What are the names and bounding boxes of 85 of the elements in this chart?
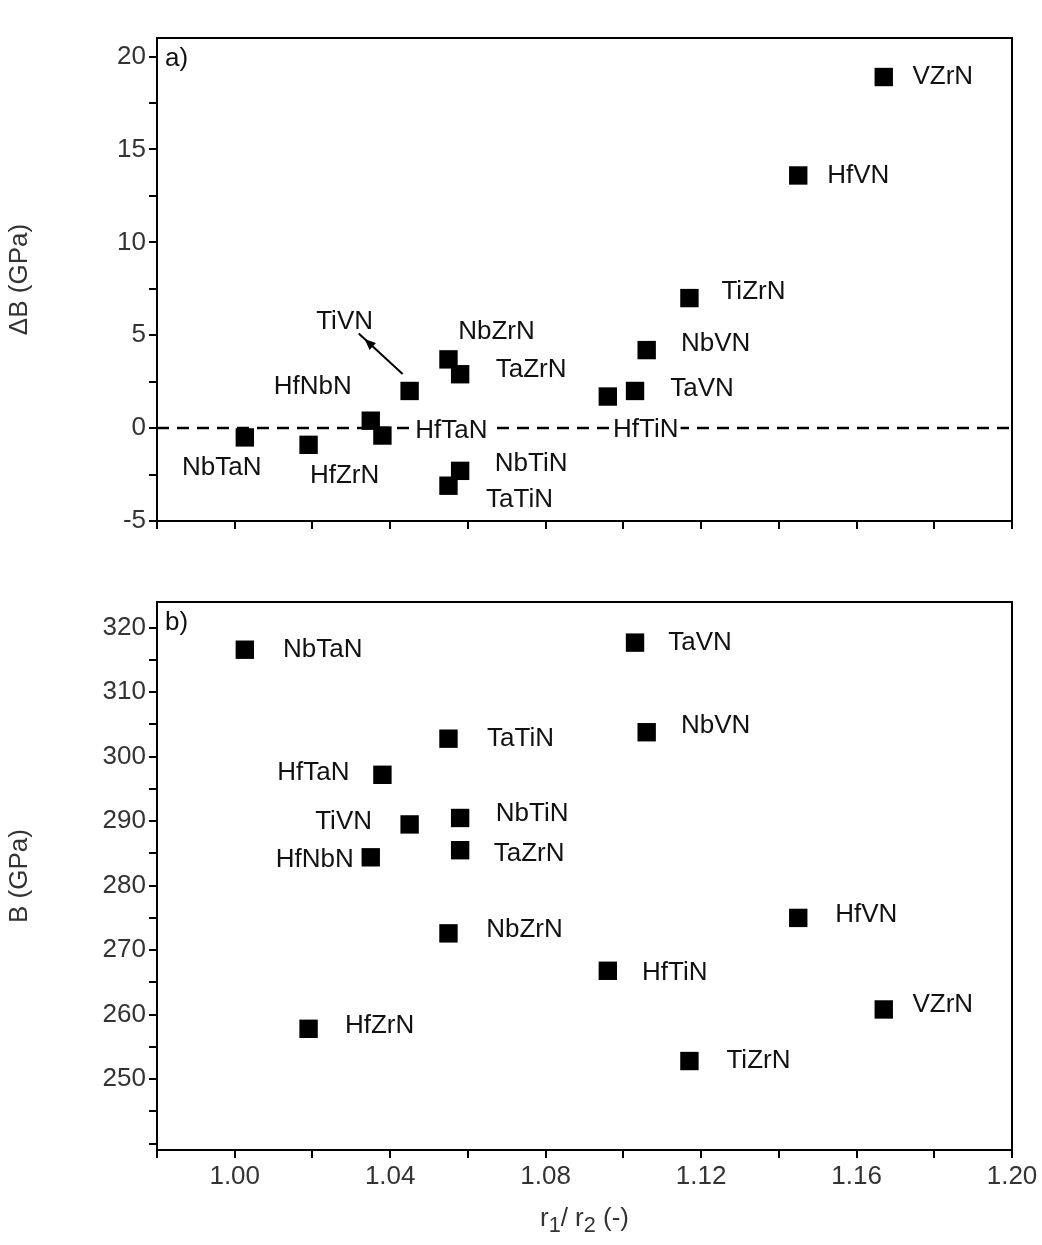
annotation: TaVN [670, 372, 734, 403]
point [789, 908, 808, 928]
y-tick-label: 5 [131, 318, 146, 349]
point [625, 633, 645, 652]
annotation: HfZrN [309, 459, 380, 490]
point [874, 67, 893, 87]
annotation: HfNbN [273, 369, 352, 400]
annotation: TaVN [668, 625, 732, 656]
point [637, 723, 656, 742]
annotation: HfNbN [275, 843, 354, 874]
point [625, 381, 645, 401]
annotation: NbTaN [182, 450, 262, 481]
x-tick-label: 1.12 [675, 1159, 727, 1190]
x-tick-label: 1.16 [831, 1159, 882, 1190]
point [299, 1019, 318, 1038]
y-tick-label: 290 [102, 804, 146, 835]
point [598, 961, 618, 980]
x-axis-title: r$_{1}$/ r$_{2}$ (-) [538, 1202, 631, 1239]
point [637, 340, 656, 360]
x-tick-label: 1.08 [520, 1159, 571, 1190]
annotation: TaZrN [493, 837, 565, 868]
annotation: HfTiN [613, 412, 679, 443]
y-axis-title: B (GPa) [2, 829, 33, 923]
annotation: TaTiN [487, 721, 554, 752]
annotation: NbTaN [283, 632, 363, 663]
x-tick-label: 1.20 [986, 1159, 1038, 1190]
annotation: NbZrN [458, 314, 535, 345]
point [450, 461, 470, 481]
annotation: NbTiN [494, 447, 568, 478]
annotation: VZrN [912, 987, 974, 1018]
annotation: NbVN [681, 709, 751, 740]
y-tick-label: 310 [102, 675, 146, 706]
y-tick-label: -5 [122, 504, 146, 535]
annotation: HfVN [827, 158, 890, 189]
point [373, 765, 392, 784]
point [361, 848, 380, 867]
y-tick-label: 260 [102, 997, 146, 1028]
point [235, 640, 255, 659]
annotation: HfZrN [344, 1008, 415, 1039]
y-tick-label: 10 [117, 225, 146, 256]
annotation: NbZrN [486, 912, 563, 943]
x-tick-label: 1.04 [364, 1159, 416, 1190]
y-tick-label: 270 [102, 933, 146, 964]
annotation: TiVN [316, 305, 374, 336]
point [439, 729, 458, 748]
point [789, 166, 808, 185]
point [680, 1051, 699, 1071]
point [450, 365, 470, 384]
y-tick-label: 15 [117, 132, 146, 163]
annotation: NbVN [681, 327, 751, 358]
y-tick-label: 0 [131, 411, 146, 442]
point [235, 428, 255, 447]
point [680, 288, 699, 308]
point [450, 841, 470, 860]
annotation: TiVN [315, 804, 373, 835]
y-tick-label: 250 [102, 1062, 146, 1093]
y-tick-label: 280 [102, 868, 146, 899]
annotation: HfTiN [642, 955, 708, 986]
annotation: VZrN [912, 60, 974, 91]
point [598, 387, 618, 406]
point [874, 1000, 893, 1019]
y-tick-label: 300 [102, 739, 146, 770]
y-tick-label: 20 [117, 39, 146, 70]
y-tick-label: 320 [102, 610, 146, 641]
annotation: NbTiN [495, 797, 569, 828]
chart-title: b) [165, 606, 189, 637]
x-tick-label: 1.00 [209, 1159, 261, 1190]
point [299, 435, 318, 455]
point [450, 808, 470, 828]
point [373, 426, 392, 445]
annotation: TaZrN [495, 353, 567, 384]
point [439, 350, 458, 369]
annotation: TiZrN [726, 1044, 791, 1075]
point [439, 476, 458, 495]
y-axis-title: ΔB (GPa) [2, 223, 33, 336]
annotation: HfTaN [277, 755, 350, 786]
point [361, 411, 380, 430]
annotation: HfVN [835, 898, 898, 929]
point [439, 924, 458, 943]
point [400, 815, 419, 834]
chart-title: a) [165, 42, 189, 73]
point [400, 381, 419, 401]
annotation: TiZrN [721, 275, 786, 306]
annotation: TaTiN [486, 482, 553, 513]
annotation: HfTaN [415, 413, 488, 444]
